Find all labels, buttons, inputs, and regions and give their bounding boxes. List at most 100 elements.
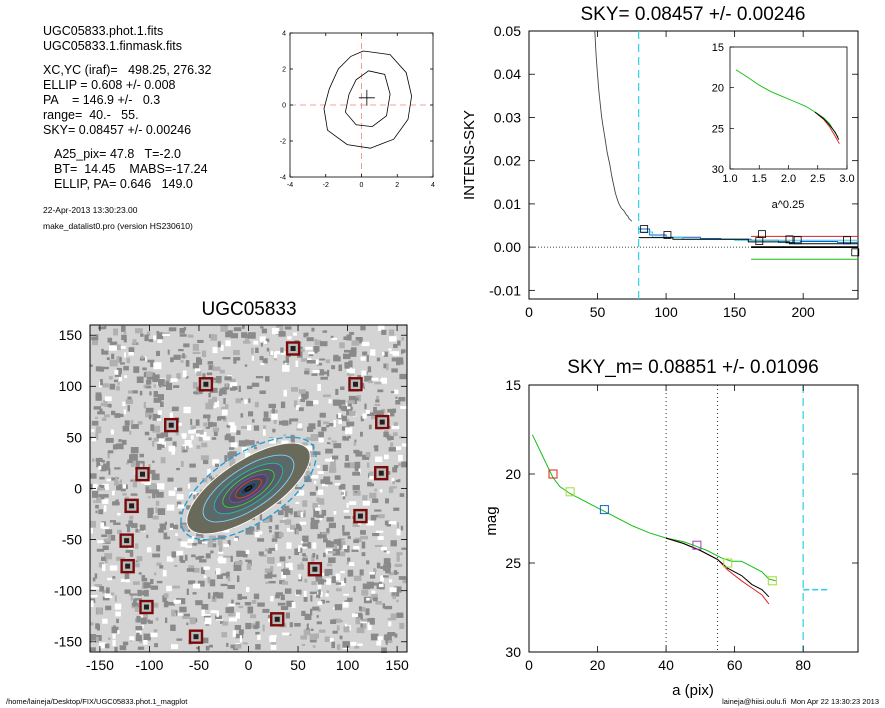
noise-speck bbox=[104, 553, 113, 560]
noise-speck bbox=[182, 524, 188, 531]
noise-speck bbox=[227, 576, 231, 582]
noise-speck bbox=[275, 524, 279, 530]
noise-speck bbox=[139, 357, 146, 361]
noise-speck bbox=[105, 404, 112, 407]
noise-speck bbox=[378, 514, 385, 519]
noise-speck bbox=[321, 532, 330, 535]
noise-speck bbox=[100, 379, 103, 386]
sky-frame bbox=[528, 30, 859, 300]
noise-speck bbox=[326, 528, 330, 534]
noise-speck bbox=[347, 569, 354, 577]
noise-speck bbox=[167, 349, 170, 355]
noise-speck bbox=[202, 477, 208, 483]
noise-speck bbox=[188, 565, 195, 570]
noise-speck bbox=[131, 523, 138, 528]
noise-speck bbox=[99, 484, 105, 490]
noise-speck bbox=[269, 438, 276, 444]
noise-speck bbox=[196, 429, 204, 435]
noise-speck bbox=[399, 622, 405, 629]
noise-speck bbox=[176, 550, 184, 556]
noise-speck bbox=[282, 420, 289, 426]
noise-speck bbox=[208, 392, 211, 398]
noise-speck bbox=[235, 398, 242, 404]
noise-speck bbox=[175, 533, 178, 536]
noise-speck bbox=[178, 349, 184, 352]
noise-speck bbox=[372, 533, 380, 537]
noise-speck bbox=[118, 439, 122, 443]
noise-speck bbox=[176, 467, 180, 471]
noise-speck bbox=[381, 377, 387, 384]
noise-speck bbox=[284, 588, 292, 594]
noise-speck bbox=[195, 536, 202, 539]
noise-speck bbox=[157, 509, 164, 515]
noise-speck bbox=[383, 564, 387, 571]
x-tick-label: 4 bbox=[431, 182, 435, 189]
noise-speck bbox=[182, 444, 189, 449]
noise-speck bbox=[262, 608, 270, 613]
noise-speck bbox=[290, 512, 293, 515]
noise-speck bbox=[319, 358, 326, 361]
noise-speck bbox=[345, 455, 349, 461]
noise-speck bbox=[312, 451, 321, 455]
noise-speck bbox=[344, 349, 352, 353]
noise-speck bbox=[233, 537, 238, 541]
noise-speck bbox=[106, 587, 110, 594]
noise-speck bbox=[262, 358, 268, 364]
noise-speck bbox=[331, 576, 336, 584]
noise-speck bbox=[311, 327, 315, 332]
noise-speck bbox=[352, 613, 358, 617]
noise-speck bbox=[244, 439, 249, 446]
noise-speck bbox=[197, 580, 205, 587]
noise-speck bbox=[126, 462, 129, 465]
noise-speck bbox=[342, 531, 350, 536]
noise-speck bbox=[216, 573, 223, 579]
noise-speck bbox=[198, 555, 205, 559]
noise-speck bbox=[247, 441, 255, 446]
noise-speck bbox=[332, 630, 338, 634]
noise-speck bbox=[356, 395, 361, 402]
noise-speck bbox=[90, 364, 93, 367]
center-line: XC,YC (iraf)= 498.25, 276.32 bbox=[43, 63, 212, 77]
noise-speck bbox=[162, 380, 170, 387]
noise-speck bbox=[279, 520, 286, 524]
noise-speck bbox=[238, 629, 244, 635]
noise-speck bbox=[384, 520, 390, 526]
masked-star-core bbox=[143, 604, 149, 610]
noise-speck bbox=[124, 589, 131, 594]
noise-speck bbox=[384, 605, 393, 610]
noise-speck bbox=[366, 520, 374, 526]
noise-speck bbox=[344, 516, 351, 519]
noise-speck bbox=[156, 433, 164, 439]
noise-speck bbox=[322, 394, 331, 398]
noise-speck bbox=[300, 349, 305, 352]
noise-speck bbox=[396, 599, 399, 603]
noise-speck bbox=[134, 607, 139, 612]
noise-speck bbox=[93, 406, 102, 410]
noise-speck bbox=[389, 579, 393, 583]
noise-speck bbox=[265, 581, 270, 584]
noise-speck bbox=[296, 405, 301, 410]
noise-speck bbox=[386, 435, 390, 439]
x-tick-label: 0 bbox=[525, 657, 533, 673]
noise-speck bbox=[97, 488, 106, 491]
noise-speck bbox=[206, 372, 213, 376]
noise-speck bbox=[165, 617, 168, 623]
noise-speck bbox=[302, 557, 308, 562]
mag-curve-black bbox=[665, 537, 770, 598]
noise-speck bbox=[104, 643, 110, 649]
noise-speck bbox=[170, 624, 176, 631]
noise-speck bbox=[158, 378, 165, 386]
noise-speck bbox=[382, 603, 385, 609]
noise-speck bbox=[95, 394, 102, 401]
noise-speck bbox=[353, 397, 359, 401]
noise-speck bbox=[112, 490, 115, 496]
noise-speck bbox=[153, 602, 159, 608]
noise-speck bbox=[391, 425, 400, 430]
noise-speck bbox=[90, 527, 93, 534]
noise-speck bbox=[129, 636, 135, 641]
noise-speck bbox=[361, 341, 370, 347]
noise-speck bbox=[203, 422, 208, 427]
noise-speck bbox=[103, 494, 109, 498]
noise-speck bbox=[125, 550, 134, 553]
